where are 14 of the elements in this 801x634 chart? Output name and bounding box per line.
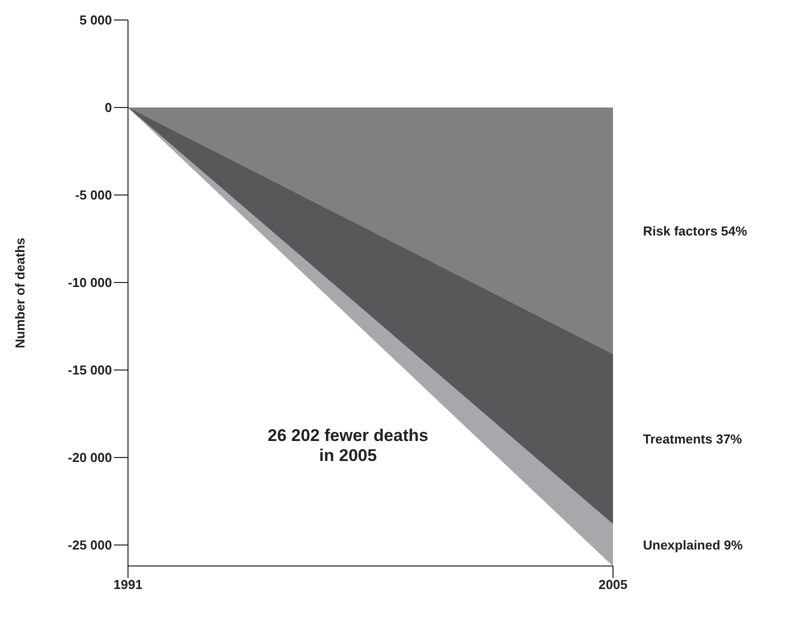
text: Unexplained 9% (643, 538, 744, 553)
y-tick-label: 5 000 (79, 12, 112, 28)
y-tick-label: -10 000 (68, 275, 112, 290)
y-tick-label: -15 000 (68, 362, 112, 378)
text: Risk factors 54% (643, 223, 748, 238)
y-tick-label: 0 (104, 100, 112, 116)
x-tick-label: 2005 (598, 577, 628, 592)
y-tick-label: -25 000 (68, 538, 112, 553)
annotation: 26 202 fewer deaths in 2005 (266, 426, 430, 466)
y-axis-title: Number of deaths (12, 238, 28, 348)
text: Treatments 37% (643, 432, 742, 447)
y-tick-label: -20 000 (68, 450, 112, 466)
y-tick-label: -5 000 (75, 188, 112, 203)
x-tick-label: 1991 (114, 577, 142, 592)
